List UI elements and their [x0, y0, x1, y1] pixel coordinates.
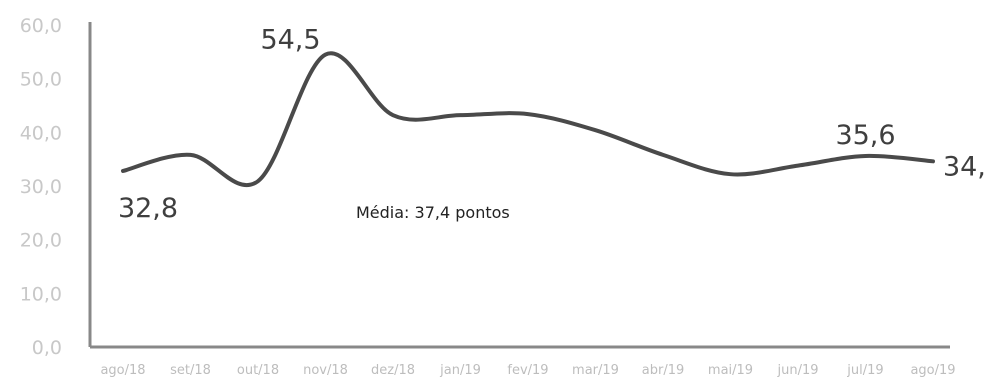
x-tick-label: jan/19	[439, 363, 481, 378]
y-tick-label: 30,0	[20, 176, 62, 198]
y-tick-label: 20,0	[20, 230, 62, 252]
data-label: 34,6	[943, 151, 986, 182]
data-labels: 32,8 54,5 35,6 34,6	[118, 25, 986, 224]
x-tick-label: out/18	[237, 363, 279, 378]
data-label: 54,5	[260, 25, 320, 56]
x-tick-label: fev/19	[507, 363, 548, 378]
y-tick-label: 60,0	[20, 15, 62, 37]
y-tick-label: 50,0	[20, 69, 62, 91]
data-label: 32,8	[118, 193, 178, 224]
y-tick-label: 40,0	[20, 122, 62, 144]
y-tick-label: 10,0	[20, 283, 62, 305]
x-tick-label: dez/18	[371, 363, 415, 378]
data-label: 35,6	[835, 120, 895, 151]
x-tick-label: nov/18	[303, 363, 348, 378]
x-tick-label: jul/19	[846, 363, 883, 378]
y-tick-label: 0,0	[32, 337, 62, 359]
x-tick-label: abr/19	[642, 363, 685, 378]
series-line	[121, 51, 935, 188]
x-tick-label: mai/19	[708, 363, 753, 378]
x-tick-label: set/18	[170, 363, 211, 378]
x-tick-label: mar/19	[572, 363, 619, 378]
x-tick-label: ago/19	[910, 363, 955, 378]
x-tick-label: ago/18	[100, 363, 145, 378]
y-axis-ticks: 0,0 10,0 20,0 30,0 40,0 50,0 60,0	[20, 15, 62, 359]
x-tick-label: jun/19	[776, 363, 818, 378]
x-axis-ticks: ago/18 set/18 out/18 nov/18 dez/18 jan/19 fev/…	[100, 363, 955, 378]
average-annotation: Média: 37,4 pontos	[356, 203, 510, 222]
